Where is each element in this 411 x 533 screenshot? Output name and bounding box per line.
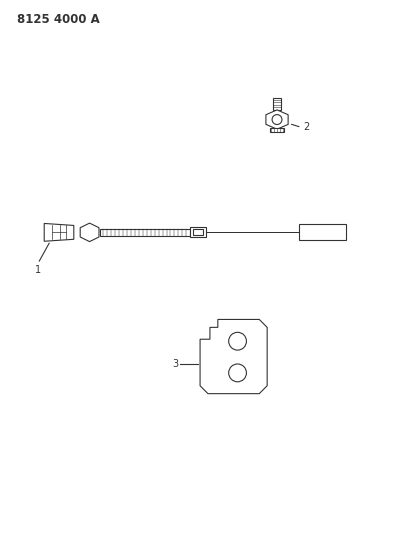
Text: 8125 4000 A: 8125 4000 A (16, 13, 99, 26)
Polygon shape (200, 319, 267, 394)
Circle shape (229, 364, 247, 382)
FancyBboxPatch shape (273, 98, 281, 110)
Circle shape (272, 115, 282, 125)
FancyBboxPatch shape (190, 228, 206, 237)
Text: 3: 3 (172, 359, 178, 369)
Polygon shape (80, 223, 99, 241)
Polygon shape (266, 110, 288, 129)
Polygon shape (44, 223, 74, 241)
FancyBboxPatch shape (299, 224, 346, 240)
FancyBboxPatch shape (270, 128, 284, 132)
Text: 1: 1 (35, 265, 42, 275)
Text: 2: 2 (304, 123, 310, 133)
Circle shape (229, 332, 247, 350)
FancyBboxPatch shape (193, 229, 203, 236)
FancyBboxPatch shape (100, 229, 190, 236)
